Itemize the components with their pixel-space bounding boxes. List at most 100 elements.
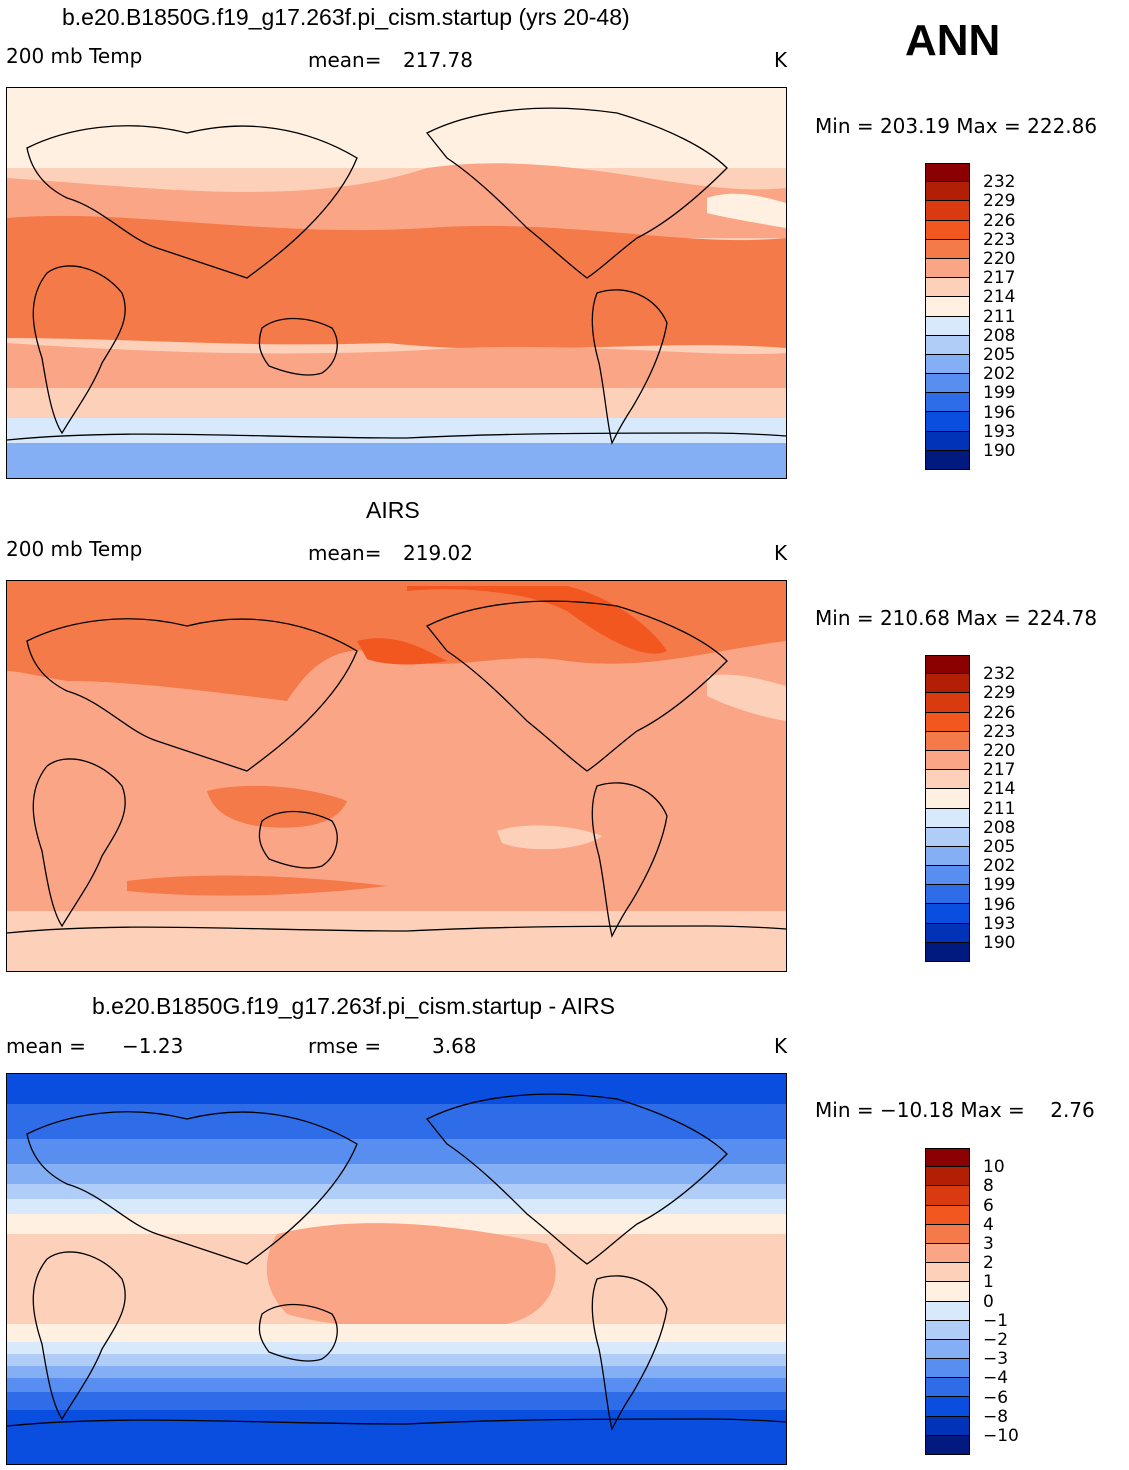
colorbar-swatch bbox=[925, 1339, 970, 1360]
colorbar-swatch bbox=[925, 712, 970, 732]
coastline bbox=[7, 925, 786, 934]
panel-1-minmax: Min = 203.19 Max = 222.86 bbox=[815, 114, 1098, 138]
panel-1-units: K bbox=[774, 48, 788, 72]
colorbar-swatch bbox=[925, 1243, 970, 1264]
colorbar-swatch bbox=[925, 942, 970, 962]
colorbar-swatch bbox=[925, 1263, 970, 1283]
colorbar-label: 211 bbox=[983, 798, 1016, 819]
panel-2-variable: 200 mb Temp bbox=[6, 537, 143, 561]
colorbar-swatch bbox=[925, 1320, 970, 1340]
colorbar-swatch bbox=[925, 808, 970, 828]
colorbar-label: 0 bbox=[983, 1291, 994, 1312]
colorbar-swatch bbox=[925, 1167, 970, 1187]
colorbar-swatch bbox=[925, 827, 970, 847]
coastline bbox=[425, 1093, 728, 1265]
colorbar-swatch bbox=[925, 1416, 970, 1436]
panel-3-map bbox=[6, 1073, 787, 1465]
field-band bbox=[7, 1392, 786, 1410]
coastline bbox=[591, 1275, 668, 1431]
colorbar-swatch bbox=[925, 354, 970, 375]
colorbar-label: −3 bbox=[983, 1349, 1009, 1370]
colorbar-label: 2 bbox=[983, 1253, 994, 1274]
coastline bbox=[425, 600, 728, 772]
panel-2-units: K bbox=[774, 541, 788, 565]
colorbar-label: 202 bbox=[983, 364, 1016, 385]
colorbar-label: 193 bbox=[983, 421, 1016, 442]
colorbar-label: 214 bbox=[983, 779, 1016, 800]
field-contour bbox=[497, 825, 602, 850]
colorbar-label: −6 bbox=[983, 1387, 1009, 1408]
panel-1-mean-value: 217.78 bbox=[403, 48, 473, 72]
colorbar-label: 202 bbox=[983, 856, 1016, 877]
panel-2-map bbox=[6, 580, 787, 972]
colorbar-label: 199 bbox=[983, 875, 1016, 896]
panel-1-title: b.e20.B1850G.f19_g17.263f.pi_cism.startu… bbox=[62, 4, 630, 30]
colorbar-swatch bbox=[925, 239, 970, 259]
panel-3-minmax: Min = −10.18 Max = 2.76 bbox=[815, 1098, 1095, 1122]
colorbar-label: 205 bbox=[983, 345, 1016, 365]
coastline bbox=[26, 618, 358, 772]
field-band bbox=[7, 443, 786, 478]
colorbar-label: 220 bbox=[983, 249, 1016, 269]
colorbar-swatch bbox=[925, 923, 970, 943]
field-band bbox=[7, 1074, 786, 1104]
colorbar-swatch bbox=[925, 1378, 970, 1398]
field-contour bbox=[407, 586, 667, 654]
colorbar-label: 4 bbox=[983, 1214, 994, 1235]
field-band bbox=[7, 418, 786, 443]
colorbar-label: 208 bbox=[983, 325, 1016, 346]
colorbar-label: 211 bbox=[983, 306, 1016, 327]
colorbar-label: −2 bbox=[983, 1330, 1009, 1350]
colorbar-swatch bbox=[925, 258, 970, 279]
panel-2-title: AIRS bbox=[366, 497, 420, 523]
panel-3-mean-value: −1.23 bbox=[122, 1034, 184, 1058]
field-band bbox=[7, 1184, 786, 1199]
colorbar-swatch bbox=[925, 431, 970, 451]
field-band bbox=[7, 1164, 786, 1184]
colorbar-swatch bbox=[925, 885, 970, 905]
colorbar-swatch bbox=[925, 412, 970, 432]
panel-2-mean-label: mean= bbox=[308, 541, 382, 565]
colorbar-swatch bbox=[925, 182, 970, 202]
colorbar-swatch bbox=[925, 750, 970, 771]
colorbar-label: 199 bbox=[983, 383, 1016, 404]
colorbar-swatch bbox=[925, 846, 970, 867]
colorbar-label: 232 bbox=[983, 664, 1016, 685]
field-contour bbox=[7, 163, 786, 238]
colorbar-label: −8 bbox=[983, 1406, 1009, 1427]
colorbar-swatch bbox=[925, 450, 970, 470]
colorbar-label: 229 bbox=[983, 191, 1016, 212]
colorbar-swatch bbox=[925, 789, 970, 809]
panel-3-units: K bbox=[774, 1034, 788, 1058]
colorbar-label: −1 bbox=[983, 1310, 1009, 1331]
colorbar-label: 229 bbox=[983, 683, 1016, 704]
panel-3-rmse-value: 3.68 bbox=[432, 1034, 477, 1058]
coastline bbox=[7, 432, 786, 441]
colorbar-swatch bbox=[925, 297, 970, 317]
colorbar-swatch bbox=[925, 374, 970, 394]
colorbar-swatch bbox=[925, 1301, 970, 1321]
colorbar-swatch bbox=[925, 1224, 970, 1244]
field-contour bbox=[207, 785, 347, 828]
panel-1-colorbar: 232 229 226 223 220 217 214 211 208 205 202 199 196 1… bbox=[925, 163, 1015, 470]
field-band bbox=[7, 1378, 786, 1392]
colorbar-swatch bbox=[925, 693, 970, 713]
coastline bbox=[591, 289, 668, 445]
colorbar-label: 214 bbox=[983, 287, 1016, 308]
colorbar-label: 1 bbox=[983, 1272, 994, 1293]
panel-1-variable: 200 mb Temp bbox=[6, 44, 143, 68]
field-contour bbox=[707, 193, 786, 228]
colorbar-label: 190 bbox=[983, 933, 1016, 953]
colorbar-label: 226 bbox=[983, 702, 1016, 723]
colorbar-swatch bbox=[925, 655, 970, 675]
field-contour bbox=[357, 638, 447, 665]
panel-2-mean-value: 219.02 bbox=[403, 541, 473, 565]
field-band bbox=[7, 1139, 786, 1164]
colorbar-label: 10 bbox=[983, 1157, 1005, 1178]
colorbar-label: −4 bbox=[983, 1368, 1009, 1389]
colorbar-label: 8 bbox=[983, 1176, 994, 1197]
panel-3-title: b.e20.B1850G.f19_g17.263f.pi_cism.startu… bbox=[92, 993, 615, 1019]
panel-3-colorbar: 10 8 6 4 3 2 1 0 −1 −2 −3 −4 −6 −8 −10 bbox=[925, 1148, 1019, 1455]
panel-2-map-svg bbox=[7, 581, 786, 971]
panel-2-minmax: Min = 210.68 Max = 224.78 bbox=[815, 606, 1098, 630]
